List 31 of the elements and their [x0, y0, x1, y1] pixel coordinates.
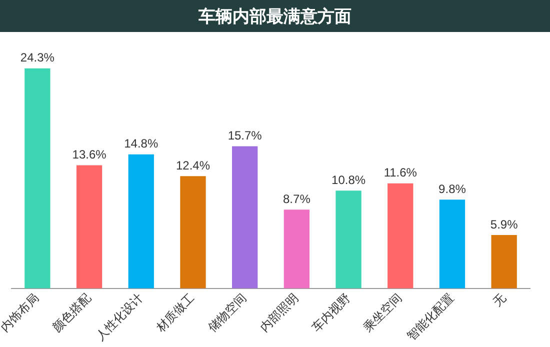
bar — [284, 210, 310, 288]
data-label: 8.7% — [283, 192, 311, 206]
bar — [491, 234, 517, 288]
x-tick-label: 人性化设计 — [93, 290, 146, 344]
data-label: 14.8% — [124, 136, 158, 151]
data-label: 12.4% — [176, 158, 210, 172]
data-label: 11.6% — [384, 166, 418, 180]
x-tick-label: 车内视野 — [309, 290, 353, 335]
data-label: 15.7% — [228, 128, 262, 143]
data-label: 10.8% — [332, 172, 366, 187]
chart-title: 车辆内部最满意方面 — [0, 0, 550, 32]
bar — [128, 154, 154, 288]
x-tick-label: 内饰布局 — [0, 290, 42, 335]
bar — [76, 165, 102, 288]
bar — [439, 200, 466, 288]
data-label: 13.6% — [72, 148, 107, 162]
bar — [180, 176, 206, 288]
bar — [336, 190, 362, 288]
x-tick-label: 颜色搭配 — [50, 290, 94, 335]
data-label: 24.3% — [20, 50, 55, 65]
x-tick-label: 乘坐空间 — [360, 290, 405, 335]
x-tick-label: 材质做工 — [152, 290, 198, 336]
data-label: 5.9% — [490, 217, 518, 232]
x-tick-label: 内部照明 — [257, 290, 302, 335]
x-tick-label: 智能化配置 — [404, 290, 457, 344]
x-tick-label: 无 — [490, 290, 508, 310]
x-tick-label: 储物空间 — [205, 290, 250, 335]
bar — [232, 146, 258, 288]
bar — [24, 68, 50, 288]
data-label: 9.8% — [438, 182, 466, 196]
bar — [388, 183, 414, 288]
